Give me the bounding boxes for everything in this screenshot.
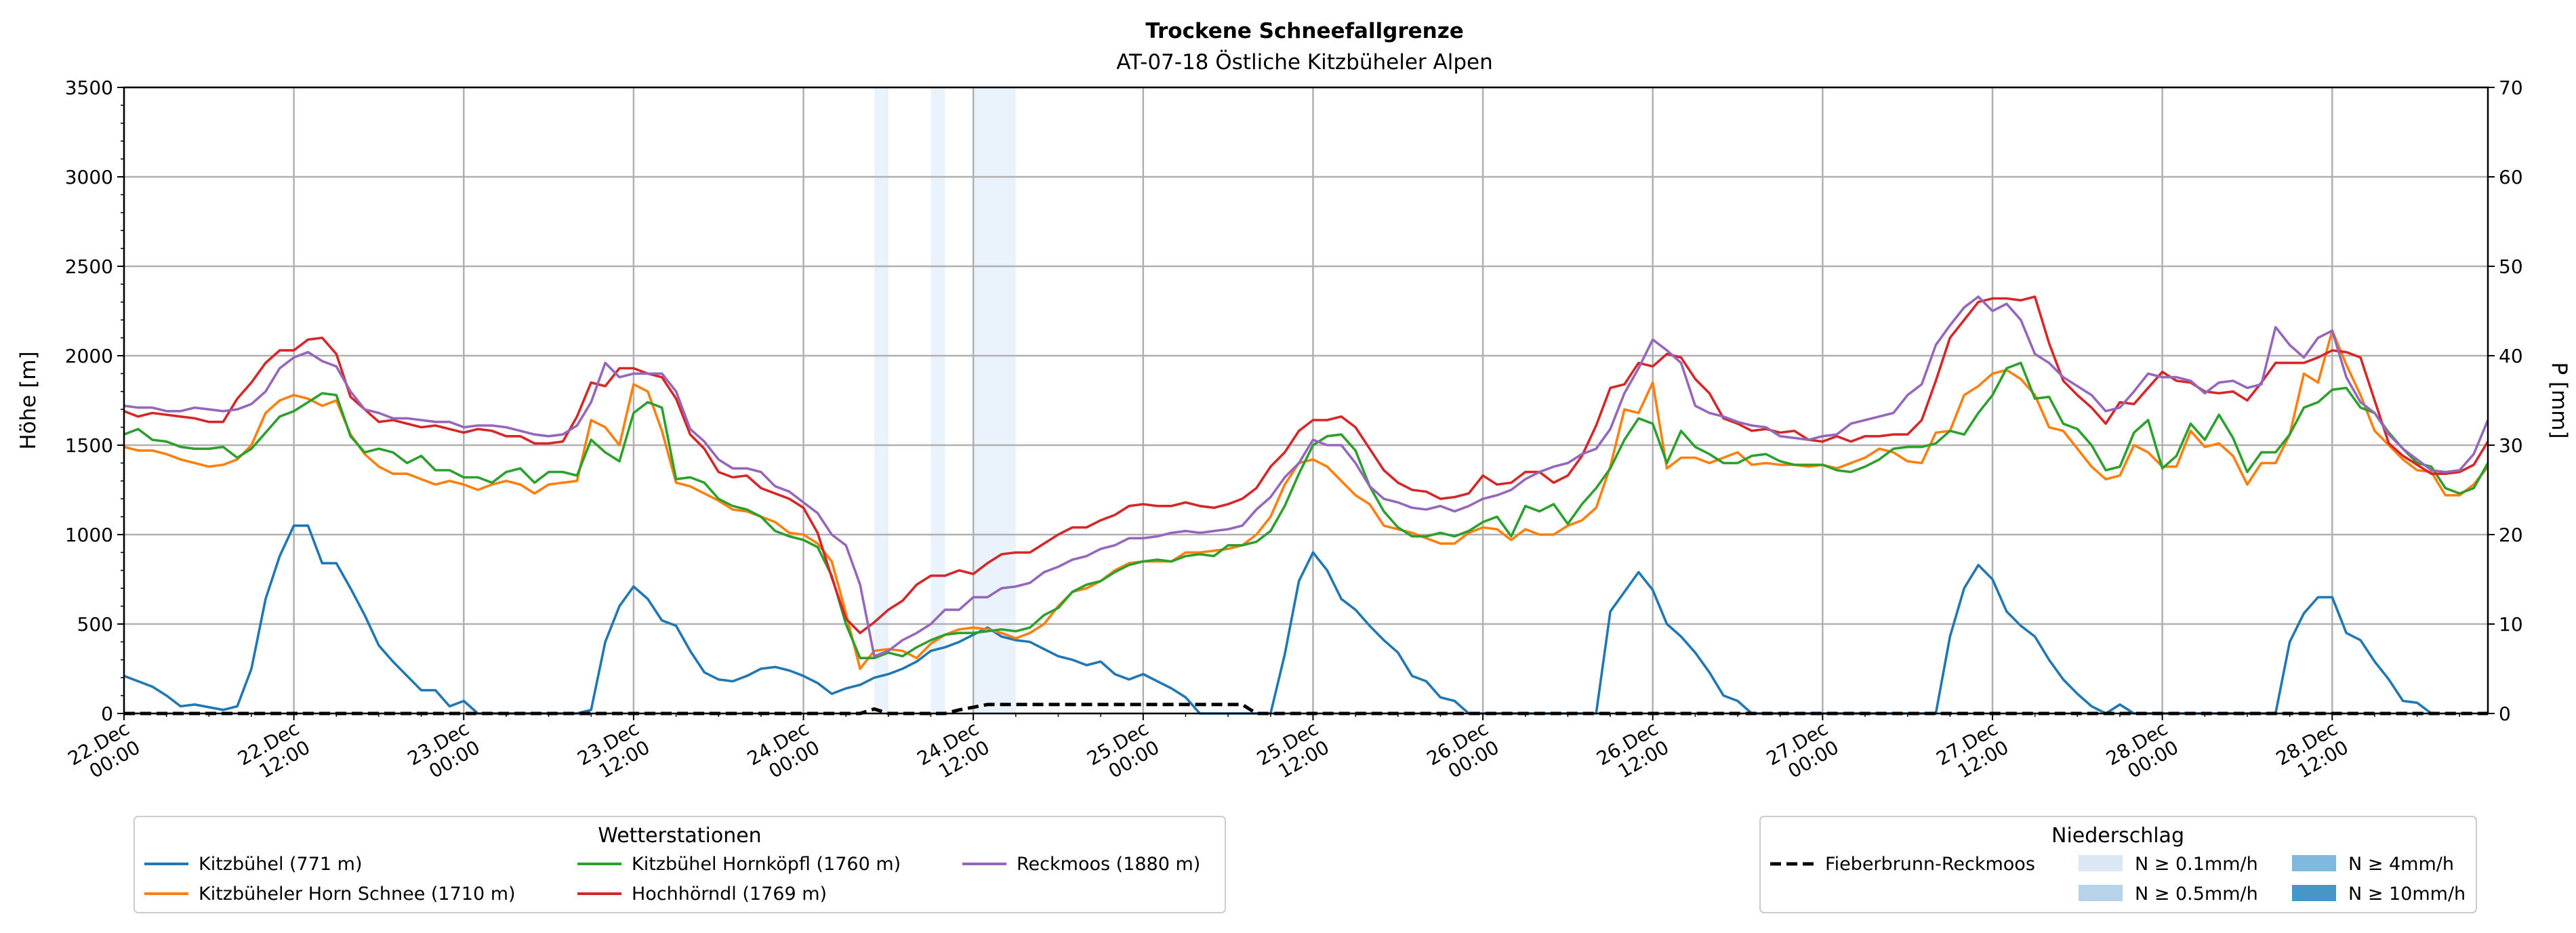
y2-tick-label: 0: [2499, 703, 2511, 725]
legend-item-kitzbuheler-horn-schnee-1710-m: Kitzbüheler Horn Schnee (1710 m): [144, 884, 516, 905]
y2-tick-label: 40: [2499, 345, 2523, 367]
legend-stations: Wetterstationen Kitzbühel (771 m) Kitzbüh…: [134, 816, 1226, 913]
legend-item-kitzbuhel-771-m: Kitzbühel (771 m): [144, 854, 363, 875]
y2-tick-label: 60: [2499, 166, 2523, 188]
grid: [123, 86, 2488, 715]
y-axis-ticks: 0 500 1000 1500 2000 2500 3000 3500: [65, 77, 124, 725]
legend-level-swatch-4: [2292, 885, 2336, 901]
legend-level-label-2: N ≥ 0.5mm/h: [2135, 884, 2258, 905]
y2-tick-label: 20: [2499, 524, 2523, 546]
y-tick-label: 0: [101, 703, 113, 725]
y-tick-label: 1500: [65, 434, 113, 457]
series-line-kitzbuheler-horn-schnee-1710-m: [123, 329, 2489, 670]
precip-band-2: [931, 87, 945, 713]
y2-tick-label: 10: [2499, 613, 2523, 636]
series-lines: [123, 295, 2489, 716]
y-tick-label: 2000: [65, 345, 113, 367]
legend-precip: Niederschlag Fieberbrunn-Reckmoos N ≥ 0.…: [1759, 816, 2477, 913]
series-line-reckmoos-1880-m: [123, 295, 2489, 658]
legend-stations-title: Wetterstationen: [598, 824, 761, 848]
precip-band-1: [874, 87, 888, 713]
precip-band-3: [973, 87, 1016, 713]
legend-level-label-3: N ≥ 4mm/h: [2348, 854, 2454, 875]
series-line-kitzbuhel-hornkopfl-1760-m: [123, 361, 2489, 659]
y-tick-label: 3000: [65, 166, 113, 188]
legend-item-reckmoos-1880-m: Reckmoos (1880 m): [962, 854, 1200, 875]
precip-line-fieberbrunn-reckmoos: [124, 703, 2488, 716]
series-line-hochhorndl-1769-m: [123, 295, 2489, 634]
legend-precip-line-label: Fieberbrunn-Reckmoos: [1825, 854, 2035, 875]
legend-precip-title: Niederschlag: [2051, 824, 2184, 848]
y2-tick-label: 50: [2499, 255, 2523, 278]
legend-level-swatch-1: [2079, 855, 2123, 871]
precip-bands: [874, 87, 1016, 713]
legend-label: Hochhörndl (1769 m): [632, 884, 827, 905]
series-line-kitzbuhel-771-m: [123, 524, 2432, 715]
y2-axis-ticks: 0 10 20 30 40 50 60 70: [2488, 77, 2523, 725]
legend-item-hochhorndl-1769-m: Hochhörndl (1769 m): [577, 884, 827, 905]
legend-stations-frame: [134, 816, 1226, 913]
legend-level-label-1: N ≥ 0.1mm/h: [2135, 854, 2258, 875]
legend-label: Kitzbühel (771 m): [199, 854, 363, 875]
legend-label: Kitzbühel Hornköpfl (1760 m): [632, 854, 901, 875]
chart-subtitle: AT-07-18 Östliche Kitzbüheler Alpen: [1116, 49, 1492, 75]
legend-level-swatch-2: [2079, 885, 2123, 901]
legend-item-kitzbuhel-hornkopfl-1760-m: Kitzbühel Hornköpfl (1760 m): [577, 854, 901, 875]
y-tick-label: 500: [77, 613, 113, 636]
plot-frame: [123, 86, 2489, 715]
legend-level-swatch-3: [2292, 855, 2336, 871]
y2-axis-label: P [mm]: [2547, 362, 2571, 438]
legend-label: Kitzbüheler Horn Schnee (1710 m): [199, 884, 516, 905]
y-axis-label: Höhe [m]: [16, 351, 41, 449]
y2-tick-label: 30: [2499, 434, 2523, 457]
y-tick-label: 1000: [65, 524, 113, 546]
chart-title: Trockene Schneefallgrenze: [1145, 19, 1464, 43]
y2-tick-label: 70: [2499, 77, 2523, 99]
y-tick-label: 3500: [65, 77, 113, 99]
y-tick-label: 2500: [65, 255, 113, 278]
legend-label: Reckmoos (1880 m): [1017, 854, 1200, 875]
legend-level-label-4: N ≥ 10mm/h: [2348, 884, 2466, 905]
